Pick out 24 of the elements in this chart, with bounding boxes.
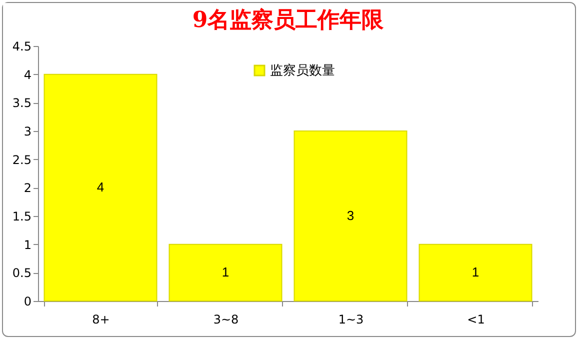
x-tick-label: <1: [467, 312, 485, 326]
bar: [168, 244, 282, 302]
x-tick-label: 8+: [92, 312, 110, 326]
data-label: 1: [472, 264, 480, 280]
bar: [418, 244, 532, 302]
data-label: 1: [222, 264, 230, 280]
y-tick-label: 3: [24, 124, 32, 138]
y-tick-label: 4: [24, 68, 32, 82]
y-tick-label: 0.5: [12, 266, 32, 280]
y-tick-label: 2: [24, 181, 32, 196]
y-tick-label: 2.5: [12, 152, 32, 167]
bar: [44, 74, 158, 302]
y-tick-label: 3.5: [12, 96, 32, 110]
x-tick-label: 3~8: [213, 312, 239, 326]
legend-label: 监察员数量: [270, 62, 335, 78]
data-label: 3: [346, 208, 354, 223]
chart-title: 9名监察员工作年限: [192, 7, 385, 33]
x-tick-label: 1~3: [338, 312, 364, 326]
bar: [294, 130, 408, 302]
y-tick-label: 4.5: [12, 40, 32, 54]
data-label: 4: [96, 180, 104, 195]
y-tick-label: 1: [24, 238, 32, 252]
y-tick-label: 0: [24, 294, 32, 308]
y-tick-label: 1.5: [12, 210, 32, 224]
